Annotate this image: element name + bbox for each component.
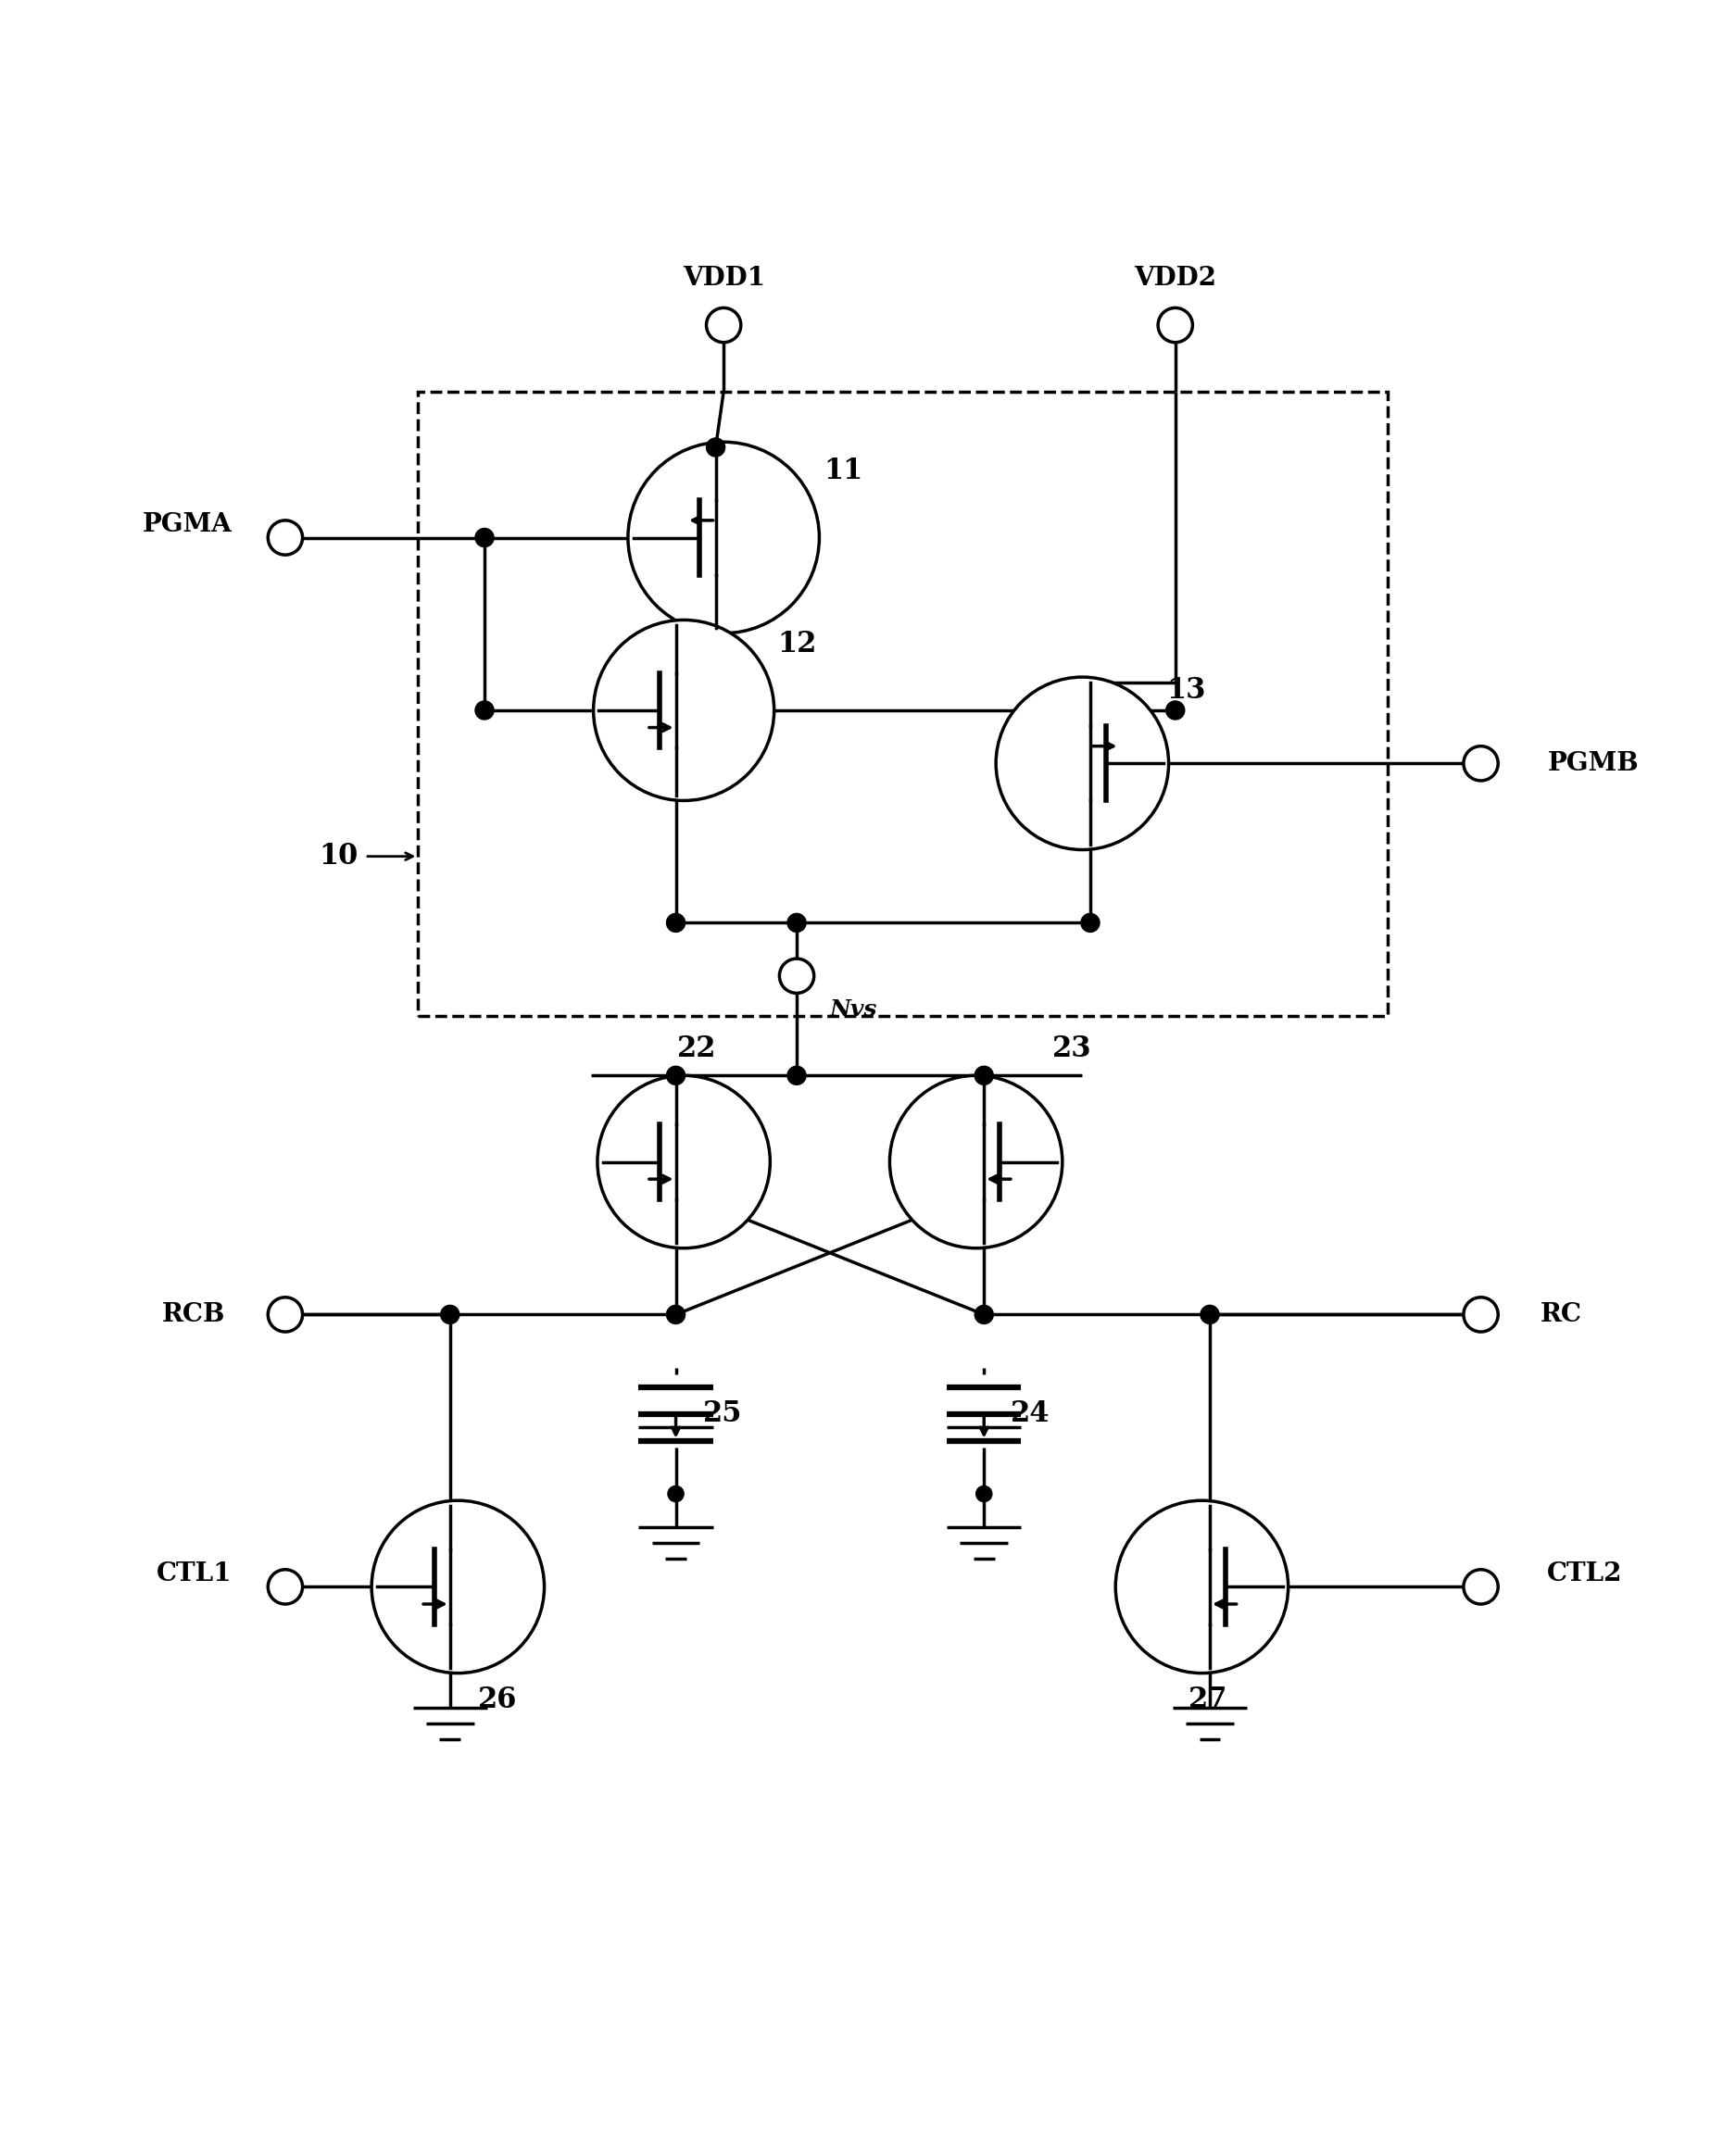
Circle shape xyxy=(441,1304,460,1324)
Text: 25: 25 xyxy=(703,1399,743,1429)
Circle shape xyxy=(669,1485,684,1503)
Text: CTL2: CTL2 xyxy=(1547,1561,1623,1587)
Text: Nvs: Nvs xyxy=(830,998,877,1020)
Text: 23: 23 xyxy=(1053,1035,1091,1063)
Text: 13: 13 xyxy=(1166,677,1206,705)
Text: 10: 10 xyxy=(319,843,358,871)
Circle shape xyxy=(667,914,686,931)
Text: 24: 24 xyxy=(1011,1399,1051,1429)
Text: RC: RC xyxy=(1540,1302,1582,1328)
Circle shape xyxy=(975,1485,992,1503)
Circle shape xyxy=(1080,914,1099,931)
Circle shape xyxy=(372,1501,544,1673)
Circle shape xyxy=(1158,308,1192,343)
Circle shape xyxy=(476,701,495,720)
Text: 26: 26 xyxy=(479,1686,517,1714)
Text: 11: 11 xyxy=(824,457,863,485)
Circle shape xyxy=(1201,1304,1220,1324)
Circle shape xyxy=(706,308,741,343)
Circle shape xyxy=(779,959,813,994)
Bar xyxy=(419,392,1387,1015)
Circle shape xyxy=(706,438,725,457)
Circle shape xyxy=(1463,1298,1497,1332)
Circle shape xyxy=(1463,1570,1497,1604)
Text: 22: 22 xyxy=(677,1035,717,1063)
Text: 12: 12 xyxy=(777,630,817,658)
Circle shape xyxy=(476,528,495,548)
Text: VDD1: VDD1 xyxy=(682,265,765,291)
Circle shape xyxy=(889,1076,1063,1248)
Text: 27: 27 xyxy=(1189,1686,1228,1714)
Text: PGMA: PGMA xyxy=(143,511,233,537)
Text: VDD2: VDD2 xyxy=(1134,265,1216,291)
Circle shape xyxy=(269,1298,303,1332)
Circle shape xyxy=(1115,1501,1289,1673)
Circle shape xyxy=(1166,701,1185,720)
Circle shape xyxy=(269,1570,303,1604)
Circle shape xyxy=(787,1067,806,1084)
Text: RCB: RCB xyxy=(162,1302,226,1328)
Circle shape xyxy=(1463,746,1497,780)
Circle shape xyxy=(667,1067,686,1084)
Circle shape xyxy=(627,442,818,634)
Circle shape xyxy=(975,1304,992,1324)
Circle shape xyxy=(975,1067,992,1084)
Circle shape xyxy=(269,520,303,554)
Circle shape xyxy=(598,1076,770,1248)
Text: PGMB: PGMB xyxy=(1547,750,1639,776)
Circle shape xyxy=(787,914,806,931)
Circle shape xyxy=(667,1304,686,1324)
Text: CTL1: CTL1 xyxy=(157,1561,233,1587)
Circle shape xyxy=(996,677,1168,849)
Circle shape xyxy=(593,621,774,800)
